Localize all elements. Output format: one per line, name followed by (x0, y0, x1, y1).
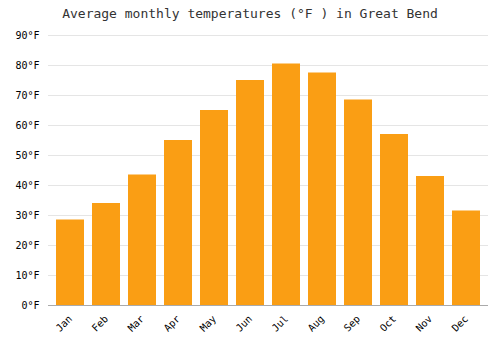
svg-text:Jul: Jul (270, 313, 291, 334)
svg-text:May: May (198, 313, 219, 334)
svg-text:50°F: 50°F (15, 150, 39, 161)
svg-text:90°F: 90°F (15, 30, 39, 41)
svg-text:30°F: 30°F (15, 210, 39, 221)
svg-text:Apr: Apr (162, 313, 183, 334)
svg-text:40°F: 40°F (15, 180, 39, 191)
svg-text:0°F: 0°F (21, 300, 39, 311)
svg-text:Oct: Oct (378, 313, 399, 334)
svg-text:10°F: 10°F (15, 270, 39, 281)
svg-text:60°F: 60°F (15, 120, 39, 131)
svg-text:Sep: Sep (342, 313, 363, 334)
svg-text:Aug: Aug (306, 313, 327, 334)
svg-text:Jan: Jan (54, 313, 75, 334)
html-text:Average monthly temperatures (: Average monthly temperatures (°F ) in Gr… (62, 6, 438, 21)
svg-text:Dec: Dec (450, 313, 471, 334)
svg-text:Nov: Nov (414, 313, 435, 334)
svg-text:80°F: 80°F (15, 60, 39, 71)
svg-text:20°F: 20°F (15, 240, 39, 251)
svg-text:70°F: 70°F (15, 90, 39, 101)
svg-text:Feb: Feb (90, 313, 111, 334)
svg-text:Jun: Jun (234, 313, 255, 334)
svg-text:Mar: Mar (126, 313, 147, 334)
